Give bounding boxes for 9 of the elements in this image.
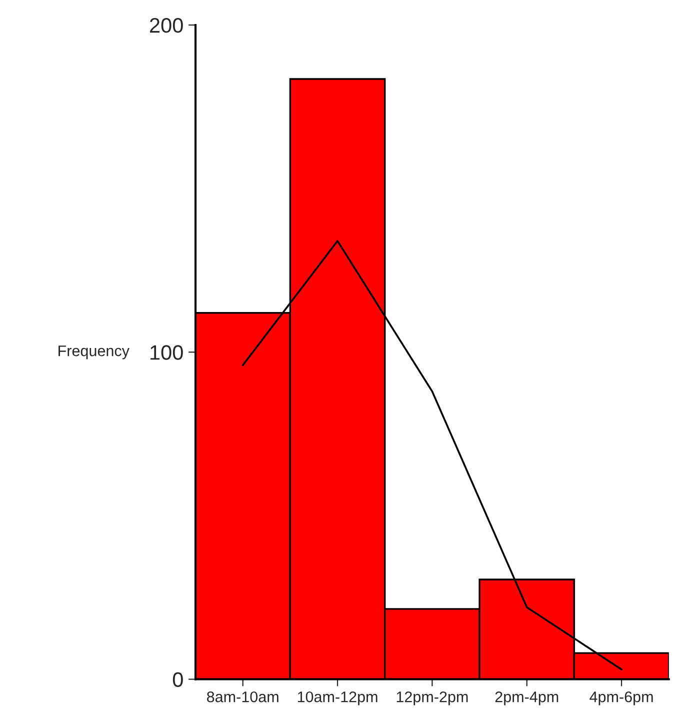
y-tick-label: 100 [150,345,183,360]
y-tick-label: 0 [172,672,183,688]
x-tick-label: 8am-10am [207,691,278,702]
y-tick-label: 200 [150,18,183,33]
x-tick-label: 12pm-2pm [396,691,468,706]
y-axis-title: Frequency [58,346,130,360]
x-tick-label: 4pm-6pm [590,691,653,706]
x-tick-label: 2pm-4pm [495,691,558,706]
x-tick-label: 10am-12pm [298,691,378,706]
